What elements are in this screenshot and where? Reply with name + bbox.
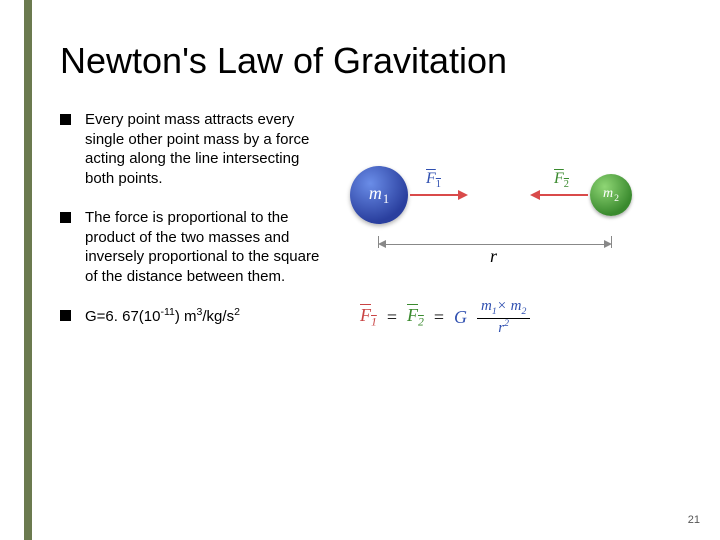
content-row: Every point mass attracts every single o…: [60, 110, 690, 347]
equals-icon: =: [434, 307, 444, 328]
formula-g: G: [454, 307, 467, 328]
bullet-marker-icon: [60, 114, 71, 125]
page-number: 21: [688, 514, 700, 526]
force-2-arrow-icon: [540, 194, 588, 196]
force-1-label: F1: [426, 170, 441, 190]
bullet-item: The force is proportional to the product…: [60, 208, 320, 286]
bullet-item: Every point mass attracts every single o…: [60, 110, 320, 188]
accent-bar: [24, 0, 32, 540]
bullet-item: G=6. 67(10-11) m3/kg/s2: [60, 306, 320, 327]
bullet-text: G=6. 67(10-11) m3/kg/s2: [85, 306, 240, 327]
slide-content: Newton's Law of Gravitation Every point …: [60, 40, 690, 510]
bullet-list: Every point mass attracts every single o…: [60, 110, 320, 347]
formula-fraction: m1× m2 r2: [477, 298, 530, 336]
force-2-label: F2: [554, 170, 569, 190]
slide-title: Newton's Law of Gravitation: [60, 40, 690, 82]
formula: F1 = F2 = G m1× m2 r2: [340, 298, 690, 336]
mass-2-sphere: m2: [590, 174, 632, 216]
equals-icon: =: [387, 307, 397, 328]
bullet-text: The force is proportional to the product…: [85, 208, 320, 286]
force-1-arrow-icon: [410, 194, 458, 196]
bullet-text: Every point mass attracts every single o…: [85, 110, 320, 188]
bullet-marker-icon: [60, 310, 71, 321]
gravitation-diagram: m1 m2 F1 F2 r: [340, 160, 650, 260]
mass-1-sphere: m1: [350, 166, 408, 224]
formula-f2: F2: [407, 305, 424, 329]
diagram-column: m1 m2 F1 F2 r F1 = F2 =: [340, 110, 690, 347]
distance-label: r: [490, 246, 497, 267]
formula-f1: F1: [360, 305, 377, 329]
bullet-marker-icon: [60, 212, 71, 223]
